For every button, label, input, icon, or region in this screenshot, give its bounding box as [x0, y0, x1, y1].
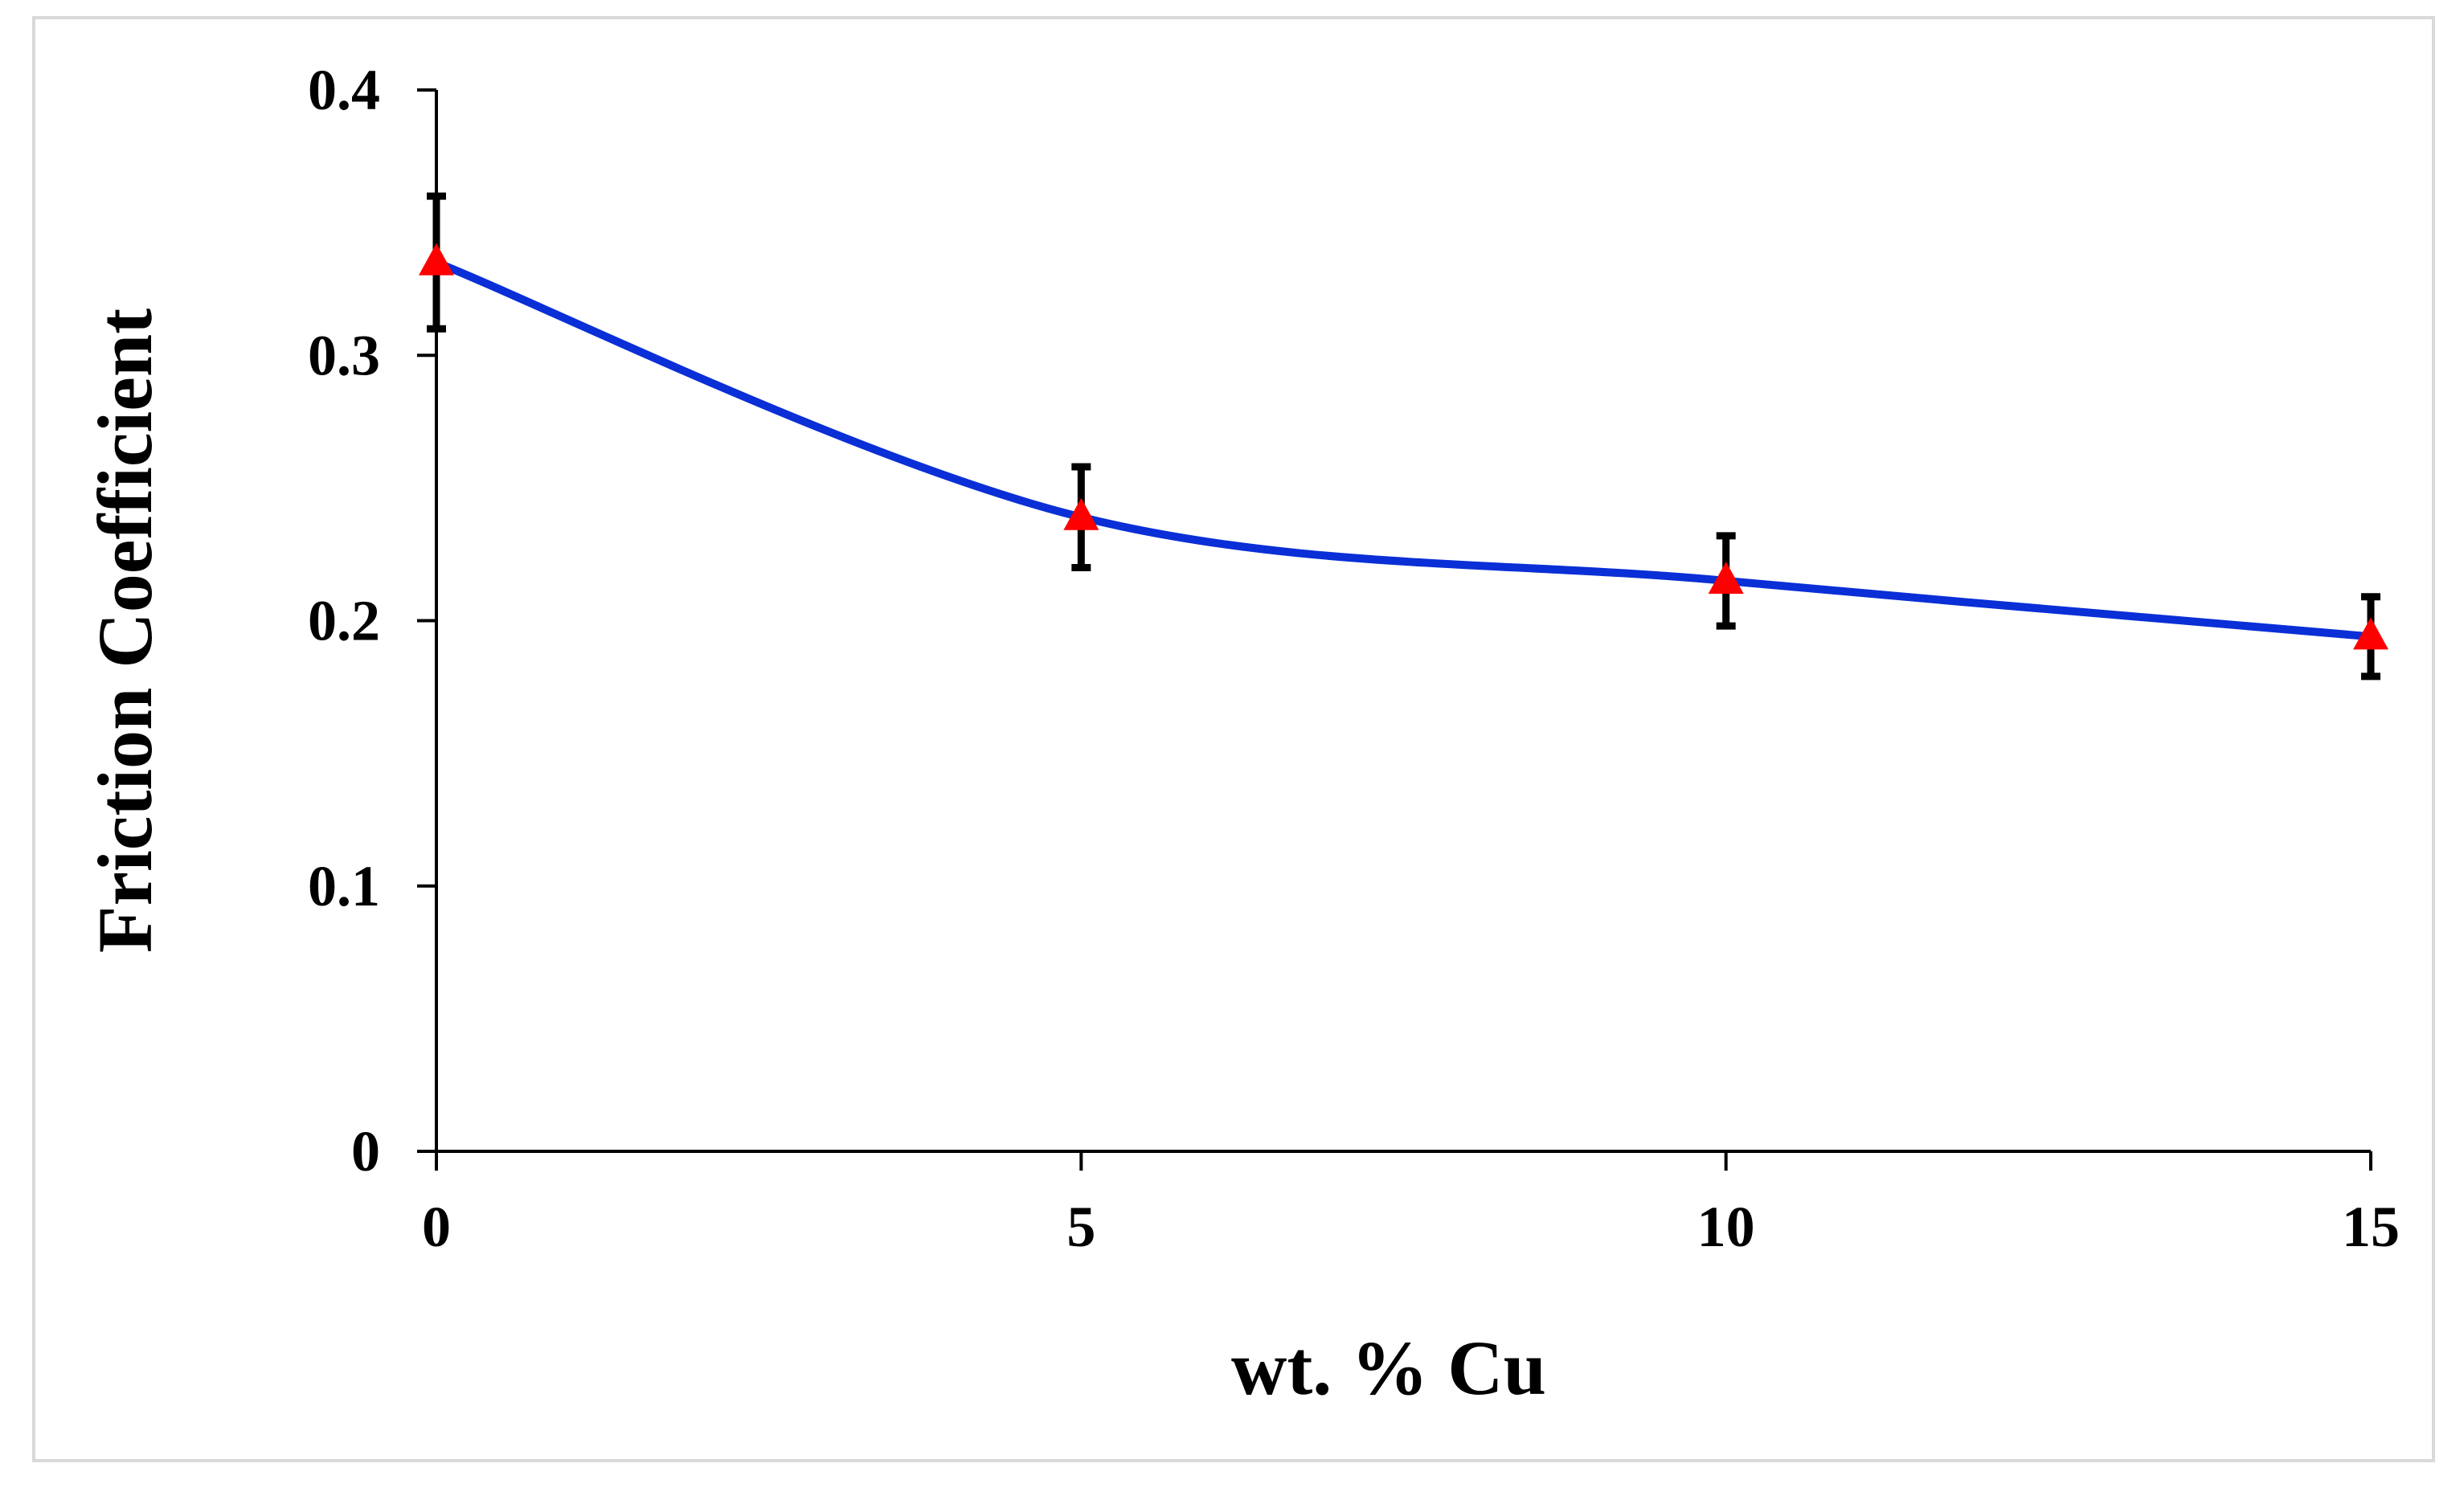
data-point-marker	[2353, 617, 2388, 650]
y-tick-label: 0.3	[308, 323, 380, 387]
axes	[435, 90, 2371, 1153]
y-tick-label: 0.2	[308, 589, 380, 653]
data-point-marker	[1063, 497, 1099, 530]
series-line	[432, 258, 2375, 641]
data-point-marker	[419, 243, 454, 276]
x-tick-label: 10	[1697, 1195, 1755, 1259]
data-point-marker	[1708, 561, 1744, 594]
y-tick-label: 0.1	[308, 854, 380, 918]
x-tick-label: 5	[1066, 1195, 1095, 1259]
series-layer	[419, 192, 2388, 681]
x-axis-title: wt. % Cu	[1231, 1325, 1546, 1411]
x-tick-label: 0	[422, 1195, 451, 1259]
ticks: 0 0.1 0.2 0.3 0.4 0 5 10 15	[308, 58, 2400, 1259]
x-tick-label: 15	[2342, 1195, 2400, 1259]
y-tick-label: 0.4	[308, 58, 380, 122]
y-tick-label: 0	[351, 1119, 380, 1183]
y-axis-title: Friction Coefficient	[82, 309, 168, 953]
